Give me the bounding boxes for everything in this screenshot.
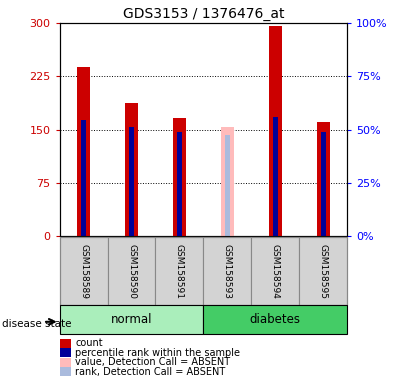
Text: GSM158594: GSM158594 <box>271 244 280 298</box>
Text: normal: normal <box>111 313 152 326</box>
Text: GSM158590: GSM158590 <box>127 243 136 299</box>
Bar <box>81 120 86 236</box>
Text: disease state: disease state <box>2 319 72 329</box>
Text: diabetes: diabetes <box>250 313 301 326</box>
Bar <box>225 134 230 236</box>
Bar <box>203 305 347 334</box>
Bar <box>203 237 252 305</box>
Bar <box>177 132 182 236</box>
Bar <box>269 26 282 236</box>
Text: GSM158595: GSM158595 <box>319 243 328 299</box>
Text: value, Detection Call = ABSENT: value, Detection Call = ABSENT <box>75 357 230 367</box>
Text: percentile rank within the sample: percentile rank within the sample <box>75 348 240 358</box>
Title: GDS3153 / 1376476_at: GDS3153 / 1376476_at <box>123 7 284 21</box>
Text: count: count <box>75 338 103 348</box>
Bar <box>155 237 203 305</box>
Bar <box>299 237 347 305</box>
Bar <box>321 132 326 236</box>
Bar <box>125 103 138 236</box>
Bar <box>108 237 155 305</box>
Text: GSM158591: GSM158591 <box>175 243 184 299</box>
Text: GSM158593: GSM158593 <box>223 243 232 299</box>
Bar <box>273 117 278 236</box>
Bar <box>221 127 234 236</box>
Bar <box>77 67 90 236</box>
Bar <box>316 122 330 236</box>
Bar <box>129 127 134 236</box>
Text: GSM158589: GSM158589 <box>79 243 88 299</box>
Bar <box>252 237 299 305</box>
Bar <box>60 237 108 305</box>
Bar <box>173 118 186 236</box>
Text: rank, Detection Call = ABSENT: rank, Detection Call = ABSENT <box>75 367 226 377</box>
Bar <box>60 305 203 334</box>
